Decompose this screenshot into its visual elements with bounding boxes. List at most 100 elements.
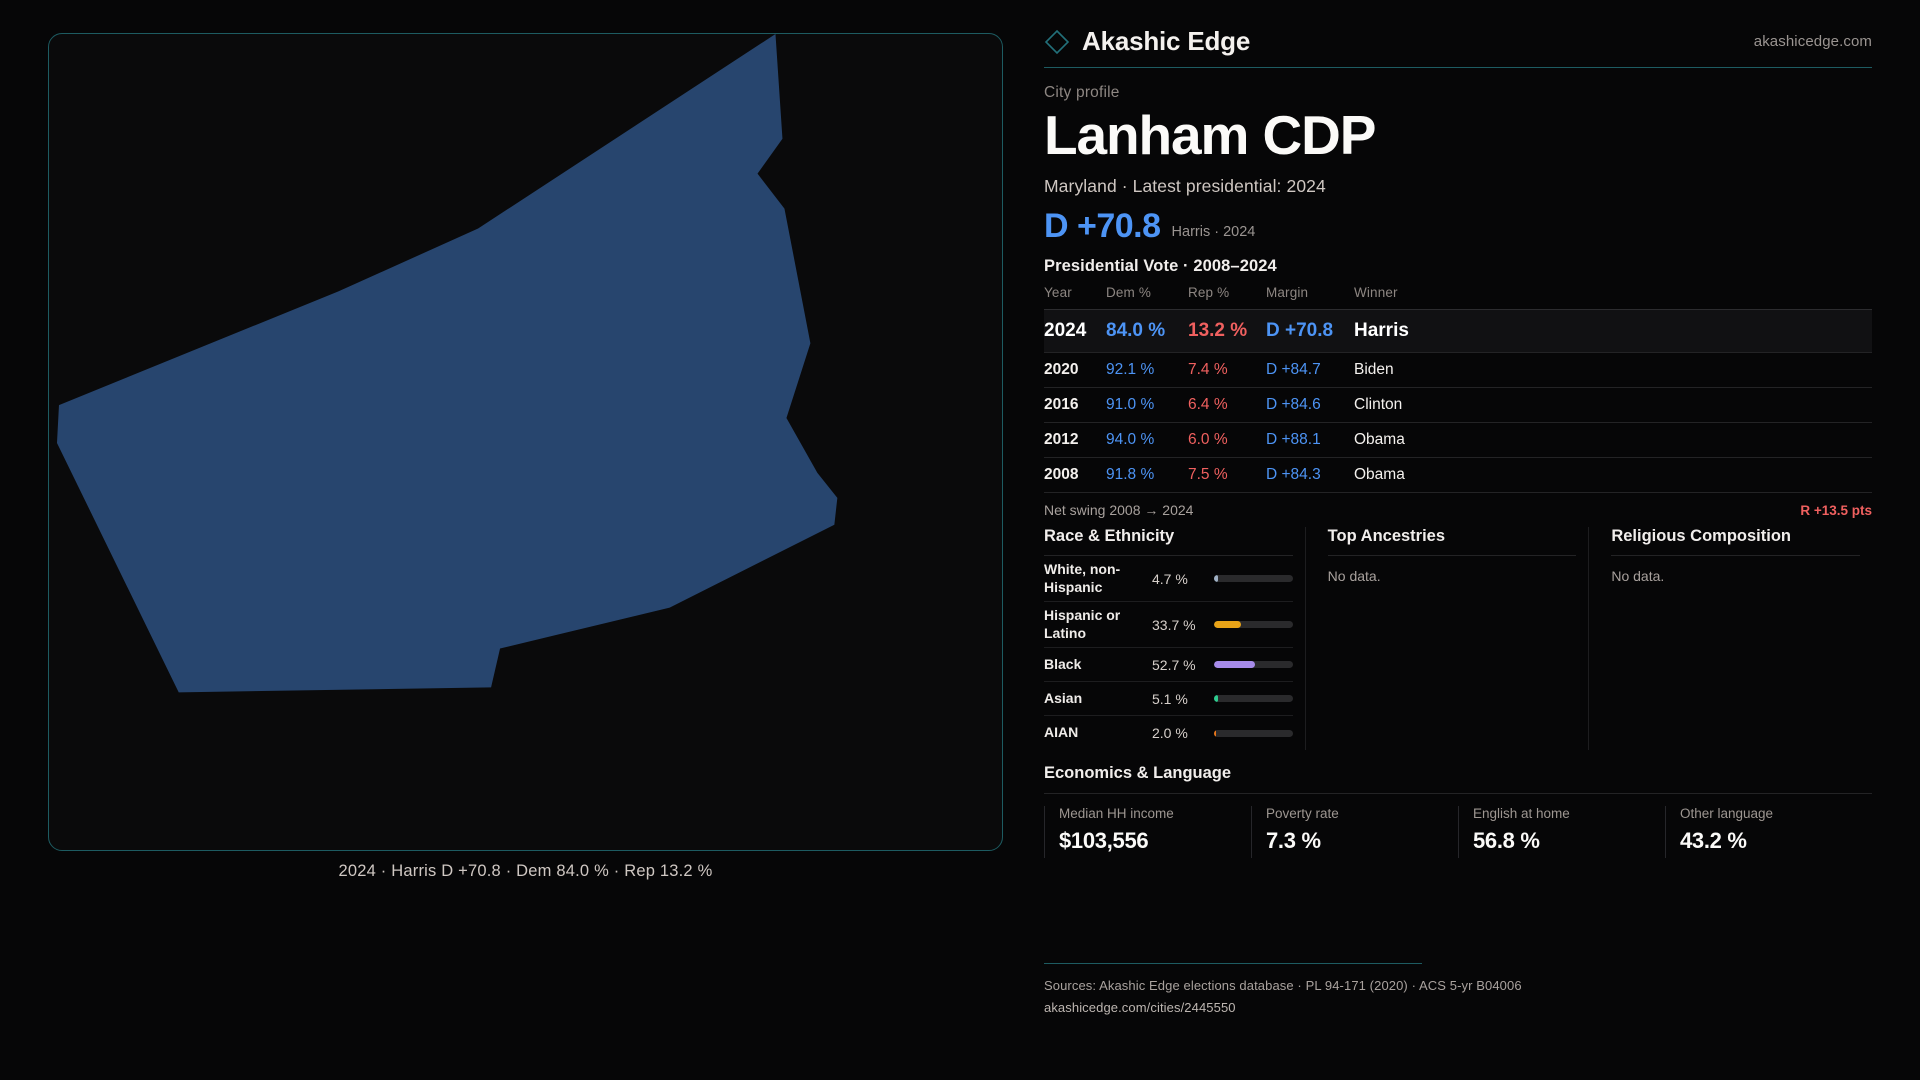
race-row: Asian 5.1 % — [1044, 682, 1293, 717]
vote-section-title: Presidential Vote · 2008–2024 — [1044, 257, 1277, 276]
vote-cell-winner: Obama — [1354, 431, 1405, 449]
vote-cell-rep-cell: 7.4 % — [1188, 352, 1266, 388]
vote-cell-dem: 94.0 % — [1106, 431, 1155, 449]
net-swing-value: R +13.5 pts — [1800, 503, 1872, 519]
vote-cell-dem: 84.0 % — [1106, 320, 1166, 342]
table-row[interactable]: 2024 84.0 % 13.2 % D +70.8 Harris — [1044, 309, 1872, 353]
vote-cell-rep: 13.2 % — [1188, 320, 1248, 342]
headline-margin-value: D +70.8 — [1044, 207, 1161, 246]
ancestries-section-title: Top Ancestries — [1327, 527, 1446, 546]
col-header-dem: Dem % — [1106, 285, 1152, 301]
vote-cell-dem-cell: 94.0 % — [1106, 422, 1188, 458]
race-divider — [1044, 555, 1293, 557]
race-percent: 52.7 % — [1152, 656, 1196, 673]
vote-cell-year: 2012 — [1044, 431, 1079, 449]
race-bar-fill — [1214, 621, 1241, 629]
race-label: White, non-Hispanic — [1044, 561, 1121, 595]
vote-cell-margin: D +88.1 — [1266, 431, 1321, 449]
top-ancestries-column: Top Ancestries No data. — [1304, 527, 1589, 751]
table-row[interactable]: 2008 91.8 % 7.5 % D +84.3 Obama — [1044, 457, 1872, 494]
table-row[interactable]: 2020 92.1 % 7.4 % D +84.7 Biden — [1044, 352, 1872, 388]
race-bar-track — [1214, 661, 1293, 669]
map-caption: 2024 · Harris D +70.8 · Dem 84.0 % · Rep… — [338, 862, 713, 880]
vote-cell-rep-cell: 13.2 % — [1188, 309, 1266, 353]
race-bar-track — [1214, 575, 1293, 583]
vote-cell-dem-cell: 91.0 % — [1106, 387, 1188, 423]
col-header-rep: Rep % — [1188, 285, 1230, 301]
vote-cell-winner-cell: Obama — [1354, 457, 1872, 494]
map-column: 2024 · Harris D +70.8 · Dem 84.0 % · Rep… — [48, 33, 1003, 880]
religious-composition-column: Religious Composition No data. — [1588, 527, 1872, 751]
race-row: Black 52.7 % — [1044, 648, 1293, 683]
brand-url[interactable]: akashicedge.com — [1753, 33, 1872, 50]
vote-cell-dem: 91.8 % — [1106, 466, 1155, 484]
economics-stat-value: $103,556 — [1059, 828, 1149, 854]
race-label: Black — [1044, 655, 1082, 672]
vote-cell-margin: D +84.6 — [1266, 396, 1321, 414]
economics-stat-label: Other language — [1680, 806, 1774, 822]
vote-cell-dem: 92.1 % — [1106, 361, 1155, 379]
table-row[interactable]: 2016 91.0 % 6.4 % D +84.6 Clinton — [1044, 387, 1872, 423]
vote-cell-winner: Biden — [1354, 361, 1394, 379]
vote-cell-rep-cell: 6.4 % — [1188, 387, 1266, 423]
vote-cell-winner: Harris — [1354, 320, 1409, 342]
race-percent: 4.7 % — [1152, 570, 1188, 587]
race-label: Hispanic or Latino — [1044, 607, 1121, 641]
brand-divider — [1044, 67, 1872, 68]
economics-stat: Other language 43.2 % — [1665, 806, 1872, 859]
vote-cell-winner-cell: Harris — [1354, 309, 1872, 353]
economics-stat-label: Poverty rate — [1266, 806, 1339, 822]
vote-cell-year-cell: 2020 — [1044, 352, 1106, 388]
vote-cell-margin: D +84.3 — [1266, 466, 1321, 484]
vote-cell-year: 2020 — [1044, 361, 1079, 379]
ancestries-empty-state: No data. — [1327, 568, 1381, 585]
economics-stat: English at home 56.8 % — [1458, 806, 1665, 859]
economics-divider — [1044, 793, 1872, 795]
religion-section-title: Religious Composition — [1611, 527, 1792, 546]
footer-divider — [1044, 963, 1422, 964]
vote-cell-winner-cell: Obama — [1354, 422, 1872, 458]
vote-cell-dem-cell: 91.8 % — [1106, 457, 1188, 494]
demographics-grid: Race & Ethnicity White, non-Hispanic 4.7 … — [1044, 527, 1872, 751]
brand-name: Akashic Edge — [1082, 26, 1251, 56]
vote-cell-rep: 7.5 % — [1188, 466, 1228, 484]
district-map-shape — [56, 34, 838, 693]
economics-stats-grid: Median HH income $103,556 Poverty rate 7.3 … — [1044, 806, 1872, 859]
district-map-panel[interactable] — [48, 33, 1003, 851]
page-kicker: City profile — [1044, 84, 1120, 101]
col-header-year: Year — [1044, 285, 1072, 301]
vote-cell-rep: 7.4 % — [1188, 361, 1228, 379]
ancestries-divider — [1327, 555, 1577, 557]
footer-permalink[interactable]: akashicedge.com/cities/2445550 — [1044, 1000, 1236, 1015]
race-bar-fill — [1214, 575, 1218, 583]
race-label: Asian — [1044, 689, 1083, 706]
table-row[interactable]: 2012 94.0 % 6.0 % D +88.1 Obama — [1044, 422, 1872, 458]
vote-cell-rep-cell: 7.5 % — [1188, 457, 1266, 494]
religion-divider — [1611, 555, 1861, 557]
race-bar-track — [1214, 729, 1293, 737]
vote-cell-margin: D +84.7 — [1266, 361, 1321, 379]
race-row: White, non-Hispanic 4.7 % — [1044, 556, 1293, 603]
race-percent: 5.1 % — [1152, 690, 1188, 707]
vote-cell-margin: D +70.8 — [1266, 320, 1334, 342]
economics-stat: Median HH income $103,556 — [1044, 806, 1251, 859]
religion-empty-state: No data. — [1611, 568, 1665, 585]
economics-section-title: Economics & Language — [1044, 764, 1232, 783]
net-swing-label: Net swing 2008 → 2024 — [1044, 502, 1194, 519]
vote-cell-rep: 6.0 % — [1188, 431, 1228, 449]
economics-stat-value: 7.3 % — [1266, 828, 1321, 854]
diamond-outline-icon — [1044, 29, 1070, 55]
economics-stat-value: 43.2 % — [1680, 828, 1747, 854]
headline-margin: D +70.8 Harris · 2024 — [1044, 209, 1872, 243]
col-header-margin: Margin — [1266, 285, 1309, 301]
race-label: AIAN — [1044, 724, 1079, 741]
vote-cell-winner-cell: Clinton — [1354, 387, 1872, 423]
vote-cell-year-cell: 2012 — [1044, 422, 1106, 458]
economics-stat: Poverty rate 7.3 % — [1251, 806, 1458, 859]
vote-cell-dem: 91.0 % — [1106, 396, 1155, 414]
net-swing-row: Net swing 2008 → 2024 R +13.5 pts — [1044, 493, 1872, 518]
vote-cell-margin-cell: D +70.8 — [1266, 309, 1354, 353]
data-sidebar: Akashic Edge akashicedge.com City profil… — [1030, 0, 1920, 1080]
table-header-row: Year Dem % Rep % Margin Winner — [1044, 285, 1872, 310]
race-percent: 33.7 % — [1152, 616, 1196, 633]
